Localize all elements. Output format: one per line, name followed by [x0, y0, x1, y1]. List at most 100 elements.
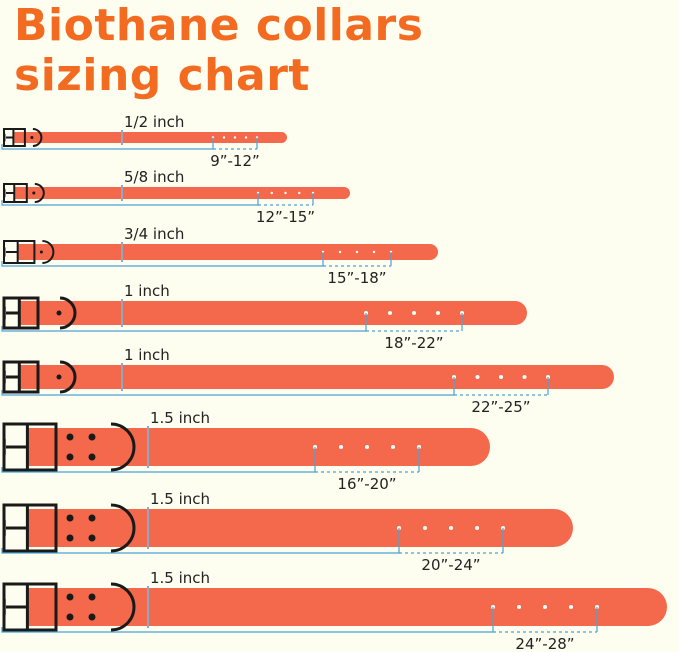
rivet: [30, 136, 34, 139]
rivet: [66, 453, 74, 461]
strap-hole: [244, 136, 248, 139]
collar-1: 1/2 inch 9”-12”: [1, 113, 287, 170]
d-ring-icon: [110, 503, 136, 553]
width-label: 1 inch: [124, 346, 170, 364]
rivet: [39, 250, 43, 254]
strap-hole: [569, 605, 573, 609]
rivet: [88, 514, 96, 522]
width-label: 1.5 inch: [150, 569, 210, 587]
buckle-icon: [2, 360, 40, 394]
strap-hole: [338, 250, 342, 254]
width-label: 1.5 inch: [150, 409, 210, 427]
width-label: 1.5 inch: [150, 490, 210, 508]
d-ring-icon: [110, 582, 136, 632]
size-range-label: 12”-15”: [256, 208, 315, 226]
strap-hole: [543, 605, 547, 609]
size-range-label: 9”-12”: [210, 152, 260, 170]
collar-6: 1.5 inch 16”-20”: [1, 409, 490, 493]
d-ring-icon: [59, 296, 77, 330]
rivet: [88, 613, 96, 621]
strap-hole: [365, 445, 369, 449]
width-label: 1/2 inch: [124, 113, 184, 131]
strap: [4, 301, 527, 325]
buckle-icon: [2, 296, 40, 330]
collar-8: 1.5 inch 24”-28”: [1, 569, 667, 652]
strap-hole: [412, 311, 416, 315]
title-line-2: sizing chart: [14, 50, 310, 101]
strap: [4, 509, 573, 547]
collar-2: 5/8 inch 12”-15”: [1, 168, 350, 226]
strap: [4, 588, 667, 626]
strap-hole: [372, 250, 376, 254]
length-bracket: [1, 252, 324, 267]
strap-hole: [222, 136, 226, 139]
strap-hole: [233, 136, 237, 139]
rivet: [88, 593, 96, 601]
length-bracket: [1, 313, 367, 332]
d-ring-icon: [110, 422, 136, 472]
collar-7: 1.5 inch 20”-24”: [1, 490, 573, 574]
strap-hole: [423, 526, 427, 530]
length-bracket: [1, 137, 214, 150]
width-label: 1 inch: [124, 282, 170, 300]
strap-hole: [475, 375, 480, 379]
collar-3: 3/4 inch 15”-18”: [1, 225, 438, 287]
size-range-label: 20”-24”: [421, 556, 480, 574]
strap-hole: [522, 375, 527, 379]
length-bracket: [1, 528, 400, 554]
size-range-label: 22”-25”: [471, 398, 530, 416]
length-bracket: [1, 193, 259, 206]
collar-5: 1 inch 22”-25”: [1, 346, 614, 416]
rivet: [88, 453, 96, 461]
buckle-icon: [3, 240, 36, 264]
strap: [4, 187, 350, 199]
strap-hole: [449, 526, 453, 530]
buckle-icon: [3, 183, 28, 203]
rivet: [66, 433, 74, 441]
buckle-icon: [2, 582, 58, 632]
size-range-label: 24”-28”: [515, 635, 574, 652]
strap: [4, 244, 438, 260]
d-ring-icon: [34, 183, 45, 203]
strap: [4, 428, 490, 466]
title-line-1: Biothane collars: [14, 0, 424, 51]
d-ring-icon: [32, 128, 43, 147]
buckle-icon: [2, 503, 58, 553]
strap-hole: [499, 375, 503, 379]
strap-hole: [475, 526, 479, 530]
width-label: 3/4 inch: [124, 225, 184, 243]
buckle-icon: [3, 128, 26, 147]
rivet: [88, 433, 96, 441]
strap: [4, 365, 614, 389]
rivet: [66, 514, 74, 522]
rivet: [66, 613, 74, 621]
length-bracket: [1, 377, 455, 396]
strap-hole: [388, 311, 392, 315]
buckle-icon: [2, 422, 58, 472]
length-bracket: [1, 607, 494, 633]
strap-hole: [355, 250, 359, 254]
strap-hole: [517, 605, 521, 609]
size-range-label: 15”-18”: [327, 269, 386, 287]
rivet: [56, 310, 62, 316]
strap-hole: [339, 445, 343, 449]
strap: [4, 132, 287, 143]
collar-4: 1 inch 18”-22”: [1, 282, 527, 352]
length-bracket: [1, 447, 316, 473]
d-ring-icon: [42, 240, 55, 264]
strap-hole: [436, 311, 440, 315]
rivet: [56, 374, 62, 380]
strap-hole: [270, 191, 273, 195]
strap-hole: [284, 191, 287, 195]
size-range-label: 18”-22”: [384, 334, 443, 352]
rivet: [88, 534, 96, 542]
rivet: [66, 593, 74, 601]
rivet: [66, 534, 74, 542]
d-ring-icon: [59, 360, 77, 394]
strap-hole: [298, 191, 301, 195]
rivet: [32, 191, 36, 195]
size-range-label: 16”-20”: [337, 475, 396, 493]
width-label: 5/8 inch: [124, 168, 184, 186]
strap-hole: [391, 445, 395, 449]
